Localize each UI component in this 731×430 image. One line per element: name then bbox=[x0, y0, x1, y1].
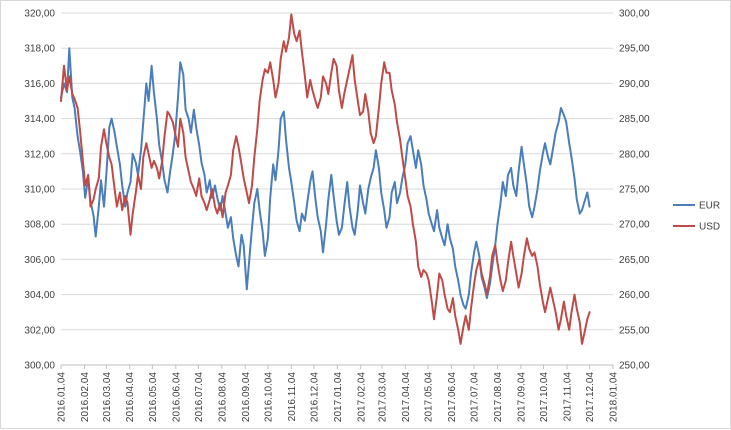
y-left-tick-label: 300,00 bbox=[24, 361, 55, 372]
x-tick-label: 2017.02.04 bbox=[356, 372, 367, 422]
x-tick-label: 2016.03.04 bbox=[102, 372, 113, 422]
x-tick-label: 2017.10.04 bbox=[539, 372, 550, 422]
x-tick-label: 2018.01.04 bbox=[609, 372, 620, 422]
x-tick-label: 2017.07.04 bbox=[470, 372, 481, 422]
x-tick-label: 2016.01.04 bbox=[57, 372, 68, 422]
y-axis-left: 300,00 302,00 304,00 306,00 308,00 310,00 312,… bbox=[24, 9, 55, 372]
x-tick-label: 2017.09.04 bbox=[516, 372, 527, 422]
x-tick-label: 2016.06.04 bbox=[171, 372, 182, 422]
y-left-tick-label: 318,00 bbox=[24, 44, 55, 55]
y-axis-right: 250,00 255,00 260,00 265,00 270,00 275,00 280,… bbox=[619, 9, 650, 372]
x-tick-label: 2016.09.04 bbox=[241, 372, 252, 422]
x-tick-label: 2016.07.04 bbox=[194, 372, 205, 422]
y-right-tick-label: 265,00 bbox=[619, 255, 650, 266]
series bbox=[60, 13, 591, 345]
y-left-tick-label: 306,00 bbox=[24, 255, 55, 266]
x-axis: 2016.01.04 2016.02.04 2016.03.04 2016.04.04… bbox=[57, 364, 620, 422]
y-left-tick-label: 312,00 bbox=[24, 149, 55, 160]
y-right-tick-label: 255,00 bbox=[619, 325, 650, 336]
y-left-tick-label: 314,00 bbox=[24, 114, 55, 125]
y-left-tick-label: 304,00 bbox=[24, 290, 55, 301]
x-tick-label: 2017.08.04 bbox=[493, 372, 504, 422]
y-right-tick-label: 250,00 bbox=[619, 361, 650, 372]
series-line-eur bbox=[60, 47, 591, 310]
x-tick-label: 2017.04.04 bbox=[401, 372, 412, 422]
x-tick-label: 2016.02.04 bbox=[80, 372, 91, 422]
y-left-tick-label: 302,00 bbox=[24, 325, 55, 336]
x-tick-label: 2016.11.04 bbox=[287, 372, 298, 422]
y-right-tick-label: 275,00 bbox=[619, 185, 650, 196]
y-right-tick-label: 285,00 bbox=[619, 114, 650, 125]
x-tick-label: 2017.01.04 bbox=[333, 372, 344, 422]
y-left-tick-label: 316,00 bbox=[24, 79, 55, 90]
x-tick-label: 2017.05.04 bbox=[423, 372, 434, 422]
y-right-tick-label: 290,00 bbox=[619, 79, 650, 90]
legend: EUR USD bbox=[673, 201, 720, 233]
y-left-tick-label: 320,00 bbox=[24, 9, 55, 20]
y-right-tick-label: 280,00 bbox=[619, 149, 650, 160]
y-right-tick-label: 295,00 bbox=[619, 44, 650, 55]
legend-label-eur: EUR bbox=[699, 201, 720, 212]
y-right-tick-label: 260,00 bbox=[619, 290, 650, 301]
series-line-usd bbox=[60, 13, 591, 345]
x-tick-label: 2017.06.04 bbox=[447, 372, 458, 422]
x-tick-label: 2016.10.04 bbox=[263, 372, 274, 422]
legend-label-usd: USD bbox=[699, 222, 720, 233]
y-right-tick-label: 300,00 bbox=[619, 9, 650, 20]
x-tick-label: 2017.12.04 bbox=[585, 372, 596, 422]
x-tick-label: 2016.12.04 bbox=[309, 372, 320, 422]
y-left-tick-label: 308,00 bbox=[24, 220, 55, 231]
x-tick-label: 2016.05.04 bbox=[148, 372, 159, 422]
x-tick-label: 2017.11.04 bbox=[562, 372, 573, 422]
y-left-tick-label: 310,00 bbox=[24, 185, 55, 196]
x-tick-label: 2016.08.04 bbox=[217, 372, 228, 422]
x-tick-label: 2017.03.04 bbox=[377, 372, 388, 422]
y-right-tick-label: 270,00 bbox=[619, 220, 650, 231]
x-tick-label: 2016.04.04 bbox=[125, 372, 136, 422]
